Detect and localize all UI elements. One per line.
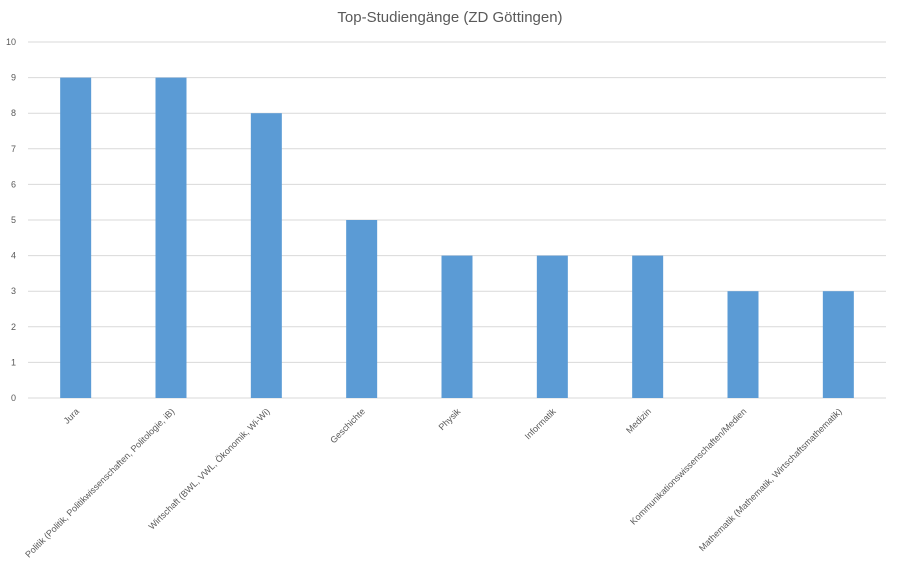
- y-tick-label: 6: [11, 179, 16, 189]
- chart-title: Top-Studiengänge (ZD Göttingen): [337, 9, 563, 26]
- x-tick-label: Politik (Politik, Politikwissenschaften,…: [23, 406, 176, 559]
- y-tick-label: 9: [11, 73, 16, 83]
- y-tick-label: 7: [11, 144, 16, 154]
- y-tick-label: 1: [11, 357, 16, 367]
- x-tick-label: Physik: [437, 406, 463, 432]
- x-tick-label: Geschichte: [328, 406, 367, 445]
- bar: [536, 255, 568, 398]
- y-tick-label: 5: [11, 215, 16, 225]
- y-tick-label: 8: [11, 108, 16, 118]
- y-tick-label: 0: [11, 393, 16, 403]
- y-tick-label: 4: [11, 251, 16, 261]
- bar: [727, 291, 759, 398]
- bar: [346, 220, 378, 398]
- y-tick-label: 3: [11, 286, 16, 296]
- y-tick-label: 10: [6, 37, 16, 47]
- x-tick-label: Informatik: [523, 406, 558, 441]
- bar: [632, 255, 664, 398]
- x-tick-label: Medizin: [624, 406, 653, 435]
- y-tick-label: 2: [11, 322, 16, 332]
- bar: [250, 113, 282, 398]
- bar: [822, 291, 854, 398]
- x-tick-label: Kommunikationswissenschaften/Medien: [628, 406, 748, 526]
- bar: [441, 255, 473, 398]
- x-tick-label: Wirtschaft (BWL, VWL, Ökonomik, Wi-Wi): [147, 406, 272, 531]
- bar: [60, 77, 92, 398]
- bar: [155, 77, 187, 398]
- x-tick-label: Jura: [62, 406, 81, 425]
